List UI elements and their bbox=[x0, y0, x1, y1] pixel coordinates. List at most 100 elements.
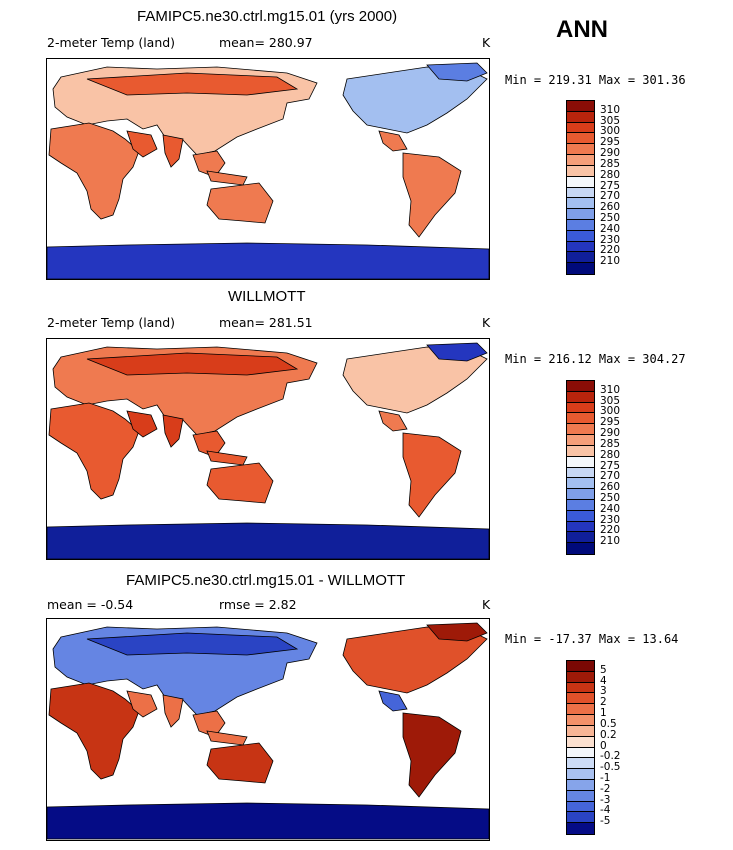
colorbar-tick-label: 270 bbox=[600, 470, 621, 483]
landmass-shape bbox=[426, 622, 488, 642]
colorbar-swatch bbox=[567, 424, 594, 436]
panel-2-map bbox=[46, 338, 490, 560]
colorbar-tick-label: 230 bbox=[600, 513, 621, 526]
panel-2-map-plot bbox=[47, 342, 489, 559]
landmass-shape bbox=[47, 522, 489, 559]
colorbar-tick-label: 300 bbox=[600, 125, 621, 138]
colorbar-swatch bbox=[567, 769, 594, 780]
panel-3-map bbox=[46, 618, 490, 841]
panel-3-colorbar-labels: 5 4 3 2 1 0.5 0.2 0 -0.2 -0.5 -1 -2 -3 -4 -5 bbox=[600, 660, 640, 835]
landmass-shape bbox=[426, 342, 488, 362]
panel-1-map-plot bbox=[47, 62, 489, 279]
colorbar-tick-label: 220 bbox=[600, 244, 621, 257]
colorbar-tick-label: 275 bbox=[600, 179, 621, 192]
colorbar-swatch bbox=[567, 812, 594, 824]
colorbar-swatch bbox=[567, 543, 594, 554]
colorbar-tick-label: 260 bbox=[600, 201, 621, 214]
colorbar-tick-label: 240 bbox=[600, 502, 621, 515]
panel-2-colorbar-labels: 310 305 300 295 290 285 280 275 270 260 250 240 230 2… bbox=[600, 380, 640, 555]
colorbar-tick-label: 285 bbox=[600, 157, 621, 170]
colorbar-swatch bbox=[567, 381, 594, 392]
colorbar-swatch bbox=[567, 435, 594, 446]
colorbar-tick-label: 240 bbox=[600, 222, 621, 235]
colorbar-tick-label: 210 bbox=[600, 535, 621, 548]
landmass-shape bbox=[206, 450, 248, 466]
colorbar-swatch bbox=[567, 133, 594, 145]
colorbar-tick-label: 290 bbox=[600, 147, 621, 160]
landmass-shape bbox=[206, 182, 274, 224]
landmass-shape bbox=[426, 62, 488, 82]
colorbar-tick-label: 295 bbox=[600, 136, 621, 149]
colorbar-swatch bbox=[567, 413, 594, 425]
colorbar-tick-label: 280 bbox=[600, 168, 621, 181]
colorbar-swatch bbox=[567, 801, 594, 813]
landmass-shape bbox=[206, 462, 274, 504]
landmass-shape bbox=[378, 690, 408, 712]
colorbar-swatch bbox=[567, 510, 594, 522]
panel-1-minmax: Min = 219.31 Max = 301.36 bbox=[505, 73, 686, 87]
panel-3-colorbar bbox=[566, 660, 595, 835]
colorbar-tick-label: 285 bbox=[600, 437, 621, 450]
colorbar-tick-label: 275 bbox=[600, 459, 621, 472]
landmass-shape bbox=[402, 712, 462, 798]
colorbar-swatch bbox=[567, 209, 594, 220]
colorbar-tick-label: 290 bbox=[600, 427, 621, 440]
landmass-shape bbox=[378, 130, 408, 152]
colorbar-tick-label: 300 bbox=[600, 405, 621, 418]
panel-3-rmse-label: rmse = 2.82 bbox=[219, 597, 297, 612]
landmass-shape bbox=[86, 632, 299, 656]
panel-2-units-label: K bbox=[482, 315, 491, 330]
colorbar-tick-label: -0.5 bbox=[600, 761, 621, 774]
landmass-shape bbox=[206, 730, 248, 746]
colorbar-tick-label: -2 bbox=[600, 782, 611, 795]
panel-2-variable-label: 2-meter Temp (land) bbox=[47, 315, 176, 330]
panel-3-land-shapes bbox=[47, 622, 489, 840]
colorbar-swatch bbox=[567, 725, 594, 737]
colorbar-tick-label: 2 bbox=[600, 696, 607, 709]
colorbar-tick-label: 220 bbox=[600, 524, 621, 537]
landmass-shape bbox=[86, 72, 299, 96]
colorbar-swatch bbox=[567, 187, 594, 199]
colorbar-tick-label: -0.2 bbox=[600, 750, 621, 763]
colorbar-tick-label: -1 bbox=[600, 771, 611, 784]
landmass-shape bbox=[378, 410, 408, 432]
landmass-shape bbox=[192, 150, 226, 178]
colorbar-tick-label: 295 bbox=[600, 416, 621, 429]
colorbar-swatch bbox=[567, 111, 594, 123]
colorbar-tick-label: 0.2 bbox=[600, 728, 617, 741]
colorbar-swatch bbox=[567, 165, 594, 177]
colorbar-swatch bbox=[567, 736, 594, 748]
colorbar-tick-label: 310 bbox=[600, 383, 621, 396]
landmass-shape bbox=[192, 710, 226, 738]
colorbar-swatch bbox=[567, 252, 594, 264]
panel-1-variable-label: 2-meter Temp (land) bbox=[47, 35, 176, 50]
colorbar-swatch bbox=[567, 521, 594, 533]
colorbar-swatch bbox=[567, 779, 594, 791]
colorbar-swatch bbox=[567, 671, 594, 683]
landmass-shape bbox=[206, 170, 248, 186]
panel-3-units-label: K bbox=[482, 597, 491, 612]
colorbar-tick-label: -3 bbox=[600, 793, 611, 806]
colorbar-swatch bbox=[567, 144, 594, 156]
landmass-shape bbox=[402, 432, 462, 518]
colorbar-tick-label: 280 bbox=[600, 448, 621, 461]
colorbar-swatch bbox=[567, 715, 594, 726]
colorbar-tick-label: 0 bbox=[600, 739, 607, 752]
colorbar-swatch bbox=[567, 219, 594, 231]
landmass-shape bbox=[402, 152, 462, 238]
panel-2-colorbar bbox=[566, 380, 595, 555]
colorbar-tick-label: 230 bbox=[600, 233, 621, 246]
landmass-shape bbox=[47, 242, 489, 279]
landmass-shape bbox=[206, 742, 274, 784]
panel-1-units-label: K bbox=[482, 35, 491, 50]
colorbar-tick-label: 250 bbox=[600, 211, 621, 224]
colorbar-swatch bbox=[567, 532, 594, 544]
colorbar-tick-label: 260 bbox=[600, 481, 621, 494]
colorbar-tick-label: 210 bbox=[600, 255, 621, 268]
colorbar-swatch bbox=[567, 155, 594, 166]
colorbar-swatch bbox=[567, 661, 594, 672]
panel-1-mean-label: mean= 280.97 bbox=[219, 35, 313, 50]
panel-2-title: WILLMOTT bbox=[228, 288, 306, 305]
colorbar-tick-label: 305 bbox=[600, 114, 621, 127]
panel-1-colorbar-labels: 310 305 300 295 290 285 280 275 270 260 250 240 230 2… bbox=[600, 100, 640, 275]
